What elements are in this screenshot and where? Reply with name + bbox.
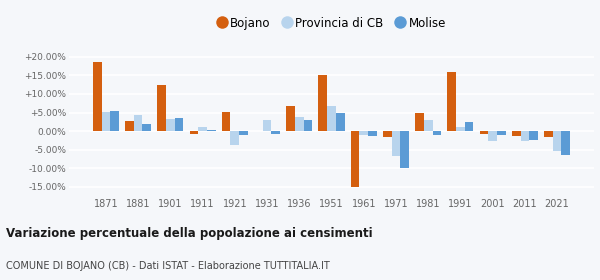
Bar bbox=[295, 116, 304, 131]
Bar bbox=[359, 131, 368, 135]
Bar bbox=[383, 131, 392, 137]
Bar bbox=[319, 75, 327, 131]
Bar bbox=[93, 62, 101, 131]
Bar bbox=[304, 120, 313, 131]
Bar bbox=[488, 131, 497, 141]
Bar bbox=[134, 115, 142, 131]
Bar bbox=[562, 131, 570, 155]
Bar bbox=[101, 112, 110, 131]
Bar bbox=[350, 131, 359, 188]
Bar bbox=[271, 131, 280, 134]
Bar bbox=[239, 131, 248, 135]
Bar bbox=[110, 111, 119, 131]
Bar bbox=[368, 131, 377, 136]
Bar bbox=[190, 131, 198, 134]
Bar bbox=[336, 113, 344, 131]
Bar bbox=[166, 119, 175, 131]
Bar bbox=[392, 131, 400, 156]
Bar bbox=[327, 106, 336, 131]
Text: COMUNE DI BOJANO (CB) - Dati ISTAT - Elaborazione TUTTITALIA.IT: COMUNE DI BOJANO (CB) - Dati ISTAT - Ela… bbox=[6, 261, 330, 271]
Bar bbox=[400, 131, 409, 168]
Bar bbox=[424, 120, 433, 131]
Bar bbox=[230, 131, 239, 145]
Legend: Bojano, Provincia di CB, Molise: Bojano, Provincia di CB, Molise bbox=[212, 12, 451, 34]
Text: Variazione percentuale della popolazione ai censimenti: Variazione percentuale della popolazione… bbox=[6, 227, 373, 240]
Bar bbox=[142, 124, 151, 131]
Bar bbox=[207, 130, 215, 131]
Bar bbox=[479, 131, 488, 134]
Bar bbox=[433, 131, 441, 135]
Bar bbox=[465, 122, 473, 131]
Bar bbox=[456, 127, 465, 131]
Bar bbox=[157, 85, 166, 131]
Bar bbox=[415, 113, 424, 131]
Bar bbox=[263, 120, 271, 131]
Bar bbox=[222, 112, 230, 131]
Bar bbox=[512, 131, 521, 136]
Bar bbox=[448, 72, 456, 131]
Bar bbox=[175, 118, 184, 131]
Bar bbox=[529, 131, 538, 140]
Bar bbox=[286, 106, 295, 131]
Bar bbox=[553, 131, 562, 151]
Bar bbox=[125, 121, 134, 131]
Bar bbox=[544, 131, 553, 137]
Bar bbox=[497, 131, 506, 135]
Bar bbox=[198, 127, 207, 131]
Bar bbox=[521, 131, 529, 141]
